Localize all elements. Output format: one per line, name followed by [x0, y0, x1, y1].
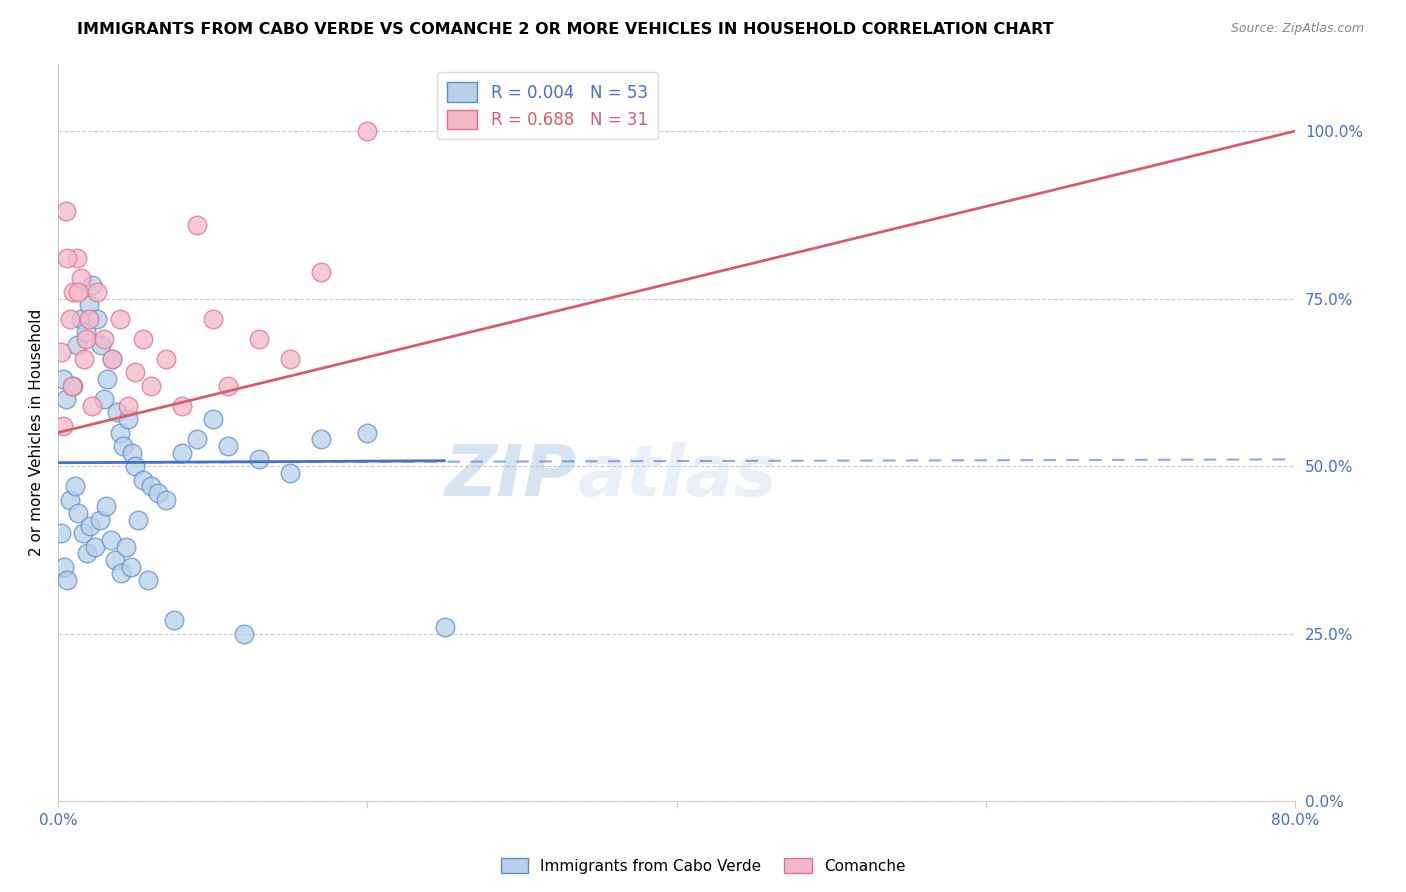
Point	[117, 399, 139, 413]
Legend: R = 0.004   N = 53, R = 0.688   N = 31: R = 0.004 N = 53, R = 0.688 N = 31	[437, 72, 658, 139]
Point	[217, 439, 239, 453]
Point	[247, 452, 270, 467]
Point	[278, 466, 301, 480]
Point	[121, 446, 143, 460]
Point	[86, 285, 108, 299]
Point	[79, 519, 101, 533]
Point	[65, 252, 87, 266]
Text: ZIP: ZIP	[446, 442, 578, 511]
Point	[62, 285, 84, 299]
Point	[70, 311, 93, 326]
Point	[55, 392, 77, 406]
Point	[101, 351, 124, 366]
Point	[56, 252, 79, 266]
Point	[217, 378, 239, 392]
Point	[86, 311, 108, 326]
Point	[170, 399, 193, 413]
Point	[278, 351, 301, 366]
Point	[155, 492, 177, 507]
Point	[77, 298, 100, 312]
Point	[72, 526, 94, 541]
Point	[132, 473, 155, 487]
Point	[117, 412, 139, 426]
Text: Source: ZipAtlas.com: Source: ZipAtlas.com	[1230, 22, 1364, 36]
Point	[155, 351, 177, 366]
Point	[90, 338, 112, 352]
Point	[84, 540, 107, 554]
Point	[73, 351, 96, 366]
Point	[59, 492, 82, 507]
Point	[80, 278, 103, 293]
Point	[49, 345, 72, 359]
Point	[89, 513, 111, 527]
Point	[148, 486, 170, 500]
Point	[77, 311, 100, 326]
Point	[201, 412, 224, 426]
Point	[67, 285, 90, 299]
Point	[104, 553, 127, 567]
Point	[124, 365, 146, 379]
Point	[127, 513, 149, 527]
Text: IMMIGRANTS FROM CABO VERDE VS COMANCHE 2 OR MORE VEHICLES IN HOUSEHOLD CORRELATI: IMMIGRANTS FROM CABO VERDE VS COMANCHE 2…	[77, 22, 1054, 37]
Point	[232, 626, 254, 640]
Point	[93, 332, 115, 346]
Point	[52, 372, 75, 386]
Point	[201, 311, 224, 326]
Point	[105, 405, 128, 419]
Point	[309, 432, 332, 446]
Point	[120, 559, 142, 574]
Point	[111, 439, 134, 453]
Point	[170, 446, 193, 460]
Point	[124, 459, 146, 474]
Y-axis label: 2 or more Vehicles in Household: 2 or more Vehicles in Household	[30, 309, 44, 557]
Point	[101, 351, 124, 366]
Point	[70, 271, 93, 285]
Point	[94, 500, 117, 514]
Point	[139, 479, 162, 493]
Point	[139, 378, 162, 392]
Point	[136, 573, 159, 587]
Point	[80, 399, 103, 413]
Point	[75, 332, 97, 346]
Point	[62, 378, 84, 392]
Point	[115, 540, 138, 554]
Legend: Immigrants from Cabo Verde, Comanche: Immigrants from Cabo Verde, Comanche	[495, 852, 911, 880]
Point	[163, 613, 186, 627]
Point	[59, 311, 82, 326]
Point	[60, 378, 83, 392]
Point	[52, 418, 75, 433]
Point	[75, 325, 97, 339]
Point	[100, 533, 122, 547]
Point	[76, 546, 98, 560]
Point	[108, 311, 131, 326]
Point	[67, 506, 90, 520]
Point	[63, 479, 86, 493]
Point	[108, 425, 131, 440]
Point	[132, 332, 155, 346]
Point	[186, 218, 208, 232]
Point	[65, 338, 87, 352]
Point	[93, 392, 115, 406]
Point	[356, 425, 378, 440]
Point	[309, 265, 332, 279]
Point	[356, 124, 378, 138]
Point	[55, 204, 77, 219]
Point	[49, 526, 72, 541]
Point	[186, 432, 208, 446]
Point	[247, 332, 270, 346]
Point	[433, 620, 456, 634]
Text: atlas: atlas	[578, 442, 778, 511]
Point	[110, 566, 132, 581]
Point	[56, 573, 79, 587]
Point	[96, 372, 118, 386]
Point	[53, 559, 76, 574]
